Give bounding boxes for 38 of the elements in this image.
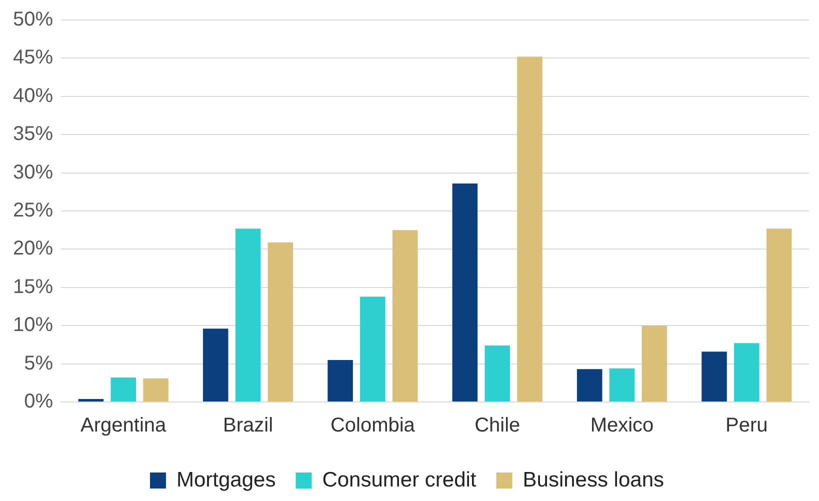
legend-label: Business loans: [522, 468, 664, 492]
bar: [609, 368, 635, 402]
bar: [642, 326, 668, 402]
y-tick-label: 20%: [13, 238, 54, 260]
bar: [78, 398, 104, 402]
y-tick-label: 25%: [13, 200, 54, 222]
bar: [328, 360, 353, 402]
y-tick-label: 0%: [24, 390, 54, 413]
x-tick-label: Peru: [726, 414, 768, 437]
x-tick-label: Chile: [474, 414, 520, 437]
x-tick-label: Brazil: [223, 414, 274, 437]
y-tick-label: 35%: [13, 123, 54, 146]
bar: [734, 343, 760, 402]
bar: [268, 242, 294, 402]
bar: [452, 183, 478, 402]
bar: [110, 378, 136, 402]
bar: [392, 230, 418, 402]
bar: [484, 345, 510, 402]
bar: [702, 352, 727, 402]
bar: [360, 296, 386, 402]
bar: [576, 369, 602, 402]
legend-label: Consumer credit: [322, 468, 476, 492]
bar: [235, 228, 261, 402]
y-tick-label: 40%: [13, 84, 54, 107]
bar: [517, 56, 542, 402]
y-tick-label: 5%: [24, 352, 54, 374]
bar: [202, 328, 228, 402]
y-tick-label: 30%: [13, 161, 54, 184]
y-tick-label: 15%: [13, 276, 54, 298]
y-tick-label: 50%: [13, 8, 54, 31]
x-tick-label: Argentina: [80, 414, 168, 437]
y-tick-label: 45%: [13, 46, 54, 69]
x-tick-label: Colombia: [330, 414, 416, 437]
x-tick-label: Mexico: [590, 414, 654, 437]
bar: [143, 378, 168, 402]
legend-label: Mortgages: [176, 468, 276, 492]
y-tick-label: 10%: [13, 314, 54, 336]
bar: [766, 228, 792, 402]
